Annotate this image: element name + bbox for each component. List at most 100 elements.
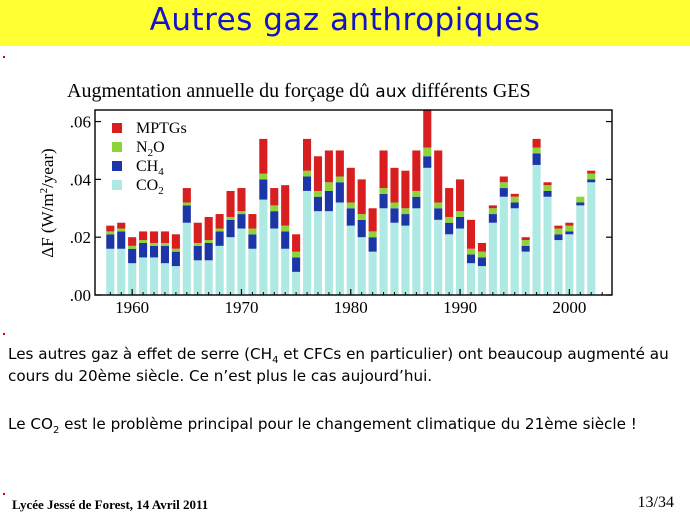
bar-N2O-2002: [587, 173, 596, 180]
bar-CH4-2001: [576, 202, 585, 206]
bar-CH4-1989: [445, 222, 454, 235]
bar-CH4-1983: [379, 193, 388, 209]
bar-N2O-1970: [237, 211, 246, 215]
bar-CO2-1962: [149, 257, 159, 295]
bar-MPTGs-1993: [488, 205, 497, 209]
paragraph-2-text-a: Le CO: [8, 415, 53, 433]
bar-CO2-1993: [488, 222, 497, 295]
red-mark: [3, 493, 5, 495]
legend-label: MPTGs: [136, 120, 187, 137]
legend-label: CO2: [136, 177, 164, 197]
paragraph-2: Le CO2 est le problème principal pour le…: [8, 413, 680, 437]
bar-MPTGs-1965: [182, 188, 191, 203]
bar-CH4-1973: [270, 211, 279, 229]
bar-N2O-1968: [215, 228, 224, 232]
bar-CH4-1968: [215, 231, 224, 246]
bar-N2O-1966: [193, 242, 202, 246]
bar-CO2-1984: [390, 222, 399, 295]
y-axis-label: ΔF (W/m2/year): [38, 148, 57, 257]
title-band: [0, 0, 690, 46]
bar-N2O-1992: [477, 251, 486, 258]
bar-CH4-2002: [587, 179, 596, 183]
legend-swatch: [112, 180, 122, 190]
bar-CO2-1960: [128, 263, 137, 295]
bar-CH4-1987: [423, 156, 432, 168]
bar-N2O-1997: [532, 147, 541, 154]
legend-swatch: [112, 161, 122, 171]
bar-CH4-1980: [346, 208, 355, 226]
bar-MPTGs-2000: [565, 222, 574, 226]
x-tick-label: 1960: [115, 298, 149, 317]
bar-N2O-1979: [335, 176, 344, 183]
bar-CO2-1987: [423, 167, 432, 295]
bar-N2O-1967: [204, 240, 213, 243]
paragraph-1-sub: 4: [272, 355, 279, 367]
bar-MPTGs-1982: [368, 208, 377, 232]
bar-N2O-1986: [412, 190, 421, 197]
axes-layer: .00 .02 .04 .06 1960 1970 1980 1990 2000: [70, 113, 612, 317]
bar-N2O-1990: [456, 211, 465, 217]
x-tick-label: 1990: [443, 298, 477, 317]
slide-title: Autres gaz anthropiques: [149, 2, 541, 38]
bar-CH4-1990: [456, 216, 465, 229]
forcing-chart: .00 .02 .04 .06 1960 1970 1980 1990 2000 MPTGs N2…: [38, 109, 613, 317]
bar-CO2-1963: [160, 263, 169, 295]
bar-CH4-1959: [117, 231, 126, 249]
bar-CH4-1979: [335, 182, 344, 203]
bar-CO2-1996: [521, 251, 530, 295]
bar-CH4-1970: [237, 214, 246, 229]
bar-CH4-1966: [193, 245, 202, 261]
bar-CO2-1974: [281, 248, 290, 295]
bar-MPTGs-1997: [532, 138, 541, 148]
bar-CO2-1985: [401, 225, 410, 296]
bar-CH4-1996: [521, 245, 530, 252]
bar-MPTGs-2002: [587, 170, 596, 174]
bar-CO2-1997: [532, 164, 541, 295]
bar-CH4-1964: [171, 251, 180, 267]
chart-title-part2: û aux: [359, 82, 407, 102]
bar-MPTGs-1983: [379, 150, 388, 189]
bar-MPTGs-1995: [510, 193, 519, 197]
bar-CO2-1982: [368, 251, 377, 295]
paragraph-2-sub: 2: [52, 425, 60, 437]
red-mark: [3, 333, 5, 335]
bar-MPTGs-1999: [554, 225, 563, 229]
bar-MPTGs-1981: [357, 179, 366, 215]
y-tick-label: .00: [70, 286, 91, 305]
bar-MPTGs-1970: [237, 188, 246, 212]
bar-CH4-1971: [248, 234, 257, 249]
bar-N2O-1959: [117, 228, 126, 232]
bar-CO2-1994: [499, 196, 508, 295]
bar-MPTGs-1976: [303, 138, 312, 171]
bar-N2O-1984: [390, 202, 399, 209]
bar-N2O-1981: [357, 214, 366, 220]
bar-N2O-1989: [445, 216, 454, 223]
y-tick-label: .06: [70, 113, 91, 132]
plot-frame: [94, 109, 613, 296]
bar-CH4-1992: [477, 257, 486, 267]
bar-N2O-1960: [128, 245, 137, 249]
bar-N2O-1980: [346, 202, 355, 209]
bar-MPTGs-1975: [292, 234, 301, 252]
bar-CO2-1986: [412, 208, 421, 295]
bar-N2O-1958: [106, 231, 115, 235]
bar-MPTGs-1996: [521, 237, 530, 241]
legend-swatch: [112, 142, 122, 152]
bar-CO2-2001: [576, 205, 585, 295]
bar-MPTGs-1989: [445, 188, 454, 217]
bar-MPTGs-1988: [434, 150, 443, 203]
bar-CO2-2002: [587, 182, 596, 295]
bar-CO2-2000: [565, 234, 574, 295]
bar-MPTGs-1992: [477, 242, 486, 252]
bar-MPTGs-1978: [324, 150, 333, 183]
bar-CH4-1974: [281, 231, 290, 249]
bar-CH4-1986: [412, 196, 421, 209]
bar-N2O-1977: [313, 190, 323, 197]
y-axis-label-tail: /year): [38, 148, 57, 188]
bar-N2O-1965: [182, 202, 191, 206]
bar-CO2-1966: [193, 260, 202, 295]
bar-CH4-1962: [149, 245, 159, 258]
bar-N2O-1961: [139, 240, 148, 243]
bar-N2O-1982: [368, 231, 377, 238]
